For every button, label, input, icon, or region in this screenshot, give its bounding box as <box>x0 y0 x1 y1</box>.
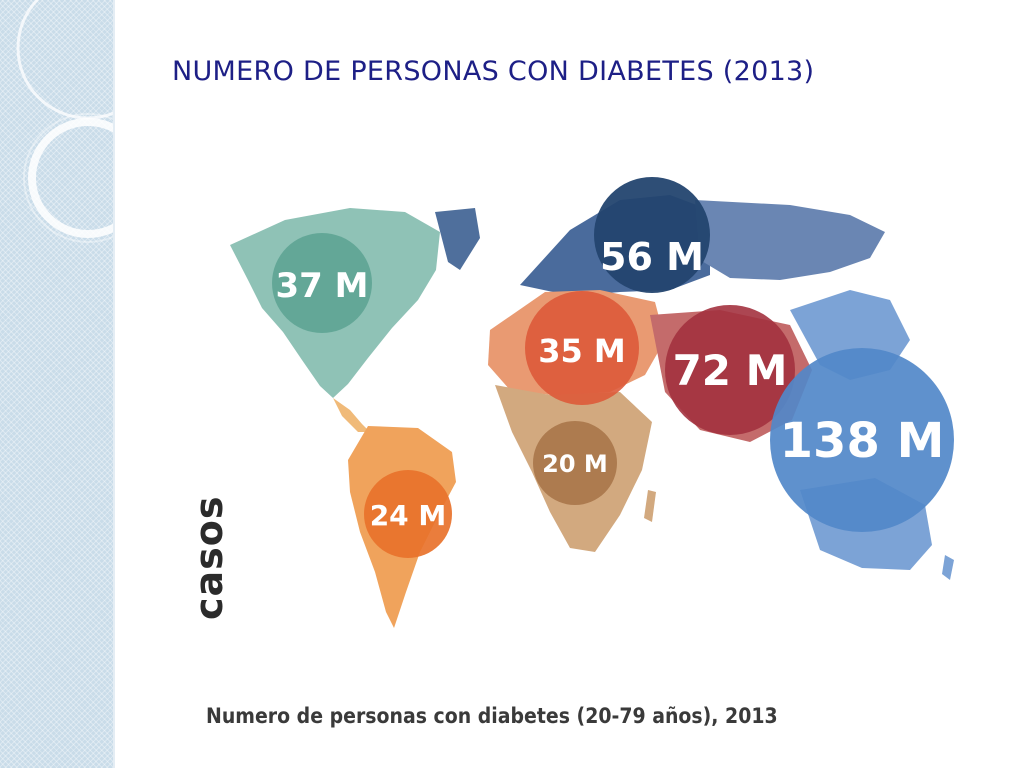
madagascar-landmass <box>644 490 656 522</box>
map-caption: Numero de personas con diabetes (20-79 a… <box>206 704 778 728</box>
label-south-central-america: 24 M <box>370 499 447 532</box>
vertical-label-casos: casos <box>187 495 231 620</box>
bubble-europe <box>594 177 710 293</box>
label-north-america: 37 M <box>276 266 369 306</box>
label-middle-east-north-africa: 35 M <box>538 332 626 370</box>
decorative-rings <box>16 0 113 243</box>
russia-landmass <box>695 200 885 280</box>
bubble-north-america <box>272 233 372 333</box>
bubble-middle-east-north-africa <box>525 291 639 405</box>
label-europe: 56 M <box>600 235 704 279</box>
bubble-south-central-america <box>364 470 452 558</box>
bubble-western-pacific <box>770 348 954 532</box>
central-america-landmass <box>333 398 370 432</box>
side-band-edge <box>113 0 115 768</box>
label-africa: 20 M <box>542 450 608 478</box>
slide-title: NUMERO DE PERSONAS CON DIABETES (2013) <box>172 56 815 87</box>
world-map: 37 M 56 M 35 M 72 M 138 M 20 M 24 M <box>190 160 990 720</box>
bubble-south-east-asia <box>665 305 795 435</box>
side-decoration-band <box>0 0 113 768</box>
greenland-landmass <box>435 208 480 270</box>
new-zealand-landmass <box>942 555 954 580</box>
label-western-pacific: 138 M <box>780 413 945 469</box>
label-south-east-asia: 72 M <box>673 346 788 395</box>
bubble-africa <box>533 421 617 505</box>
world-map-graphic: 37 M 56 M 35 M 72 M 138 M 20 M 24 M <box>230 177 954 628</box>
